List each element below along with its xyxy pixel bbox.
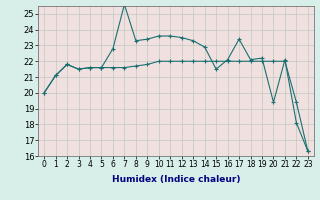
X-axis label: Humidex (Indice chaleur): Humidex (Indice chaleur) [112,175,240,184]
